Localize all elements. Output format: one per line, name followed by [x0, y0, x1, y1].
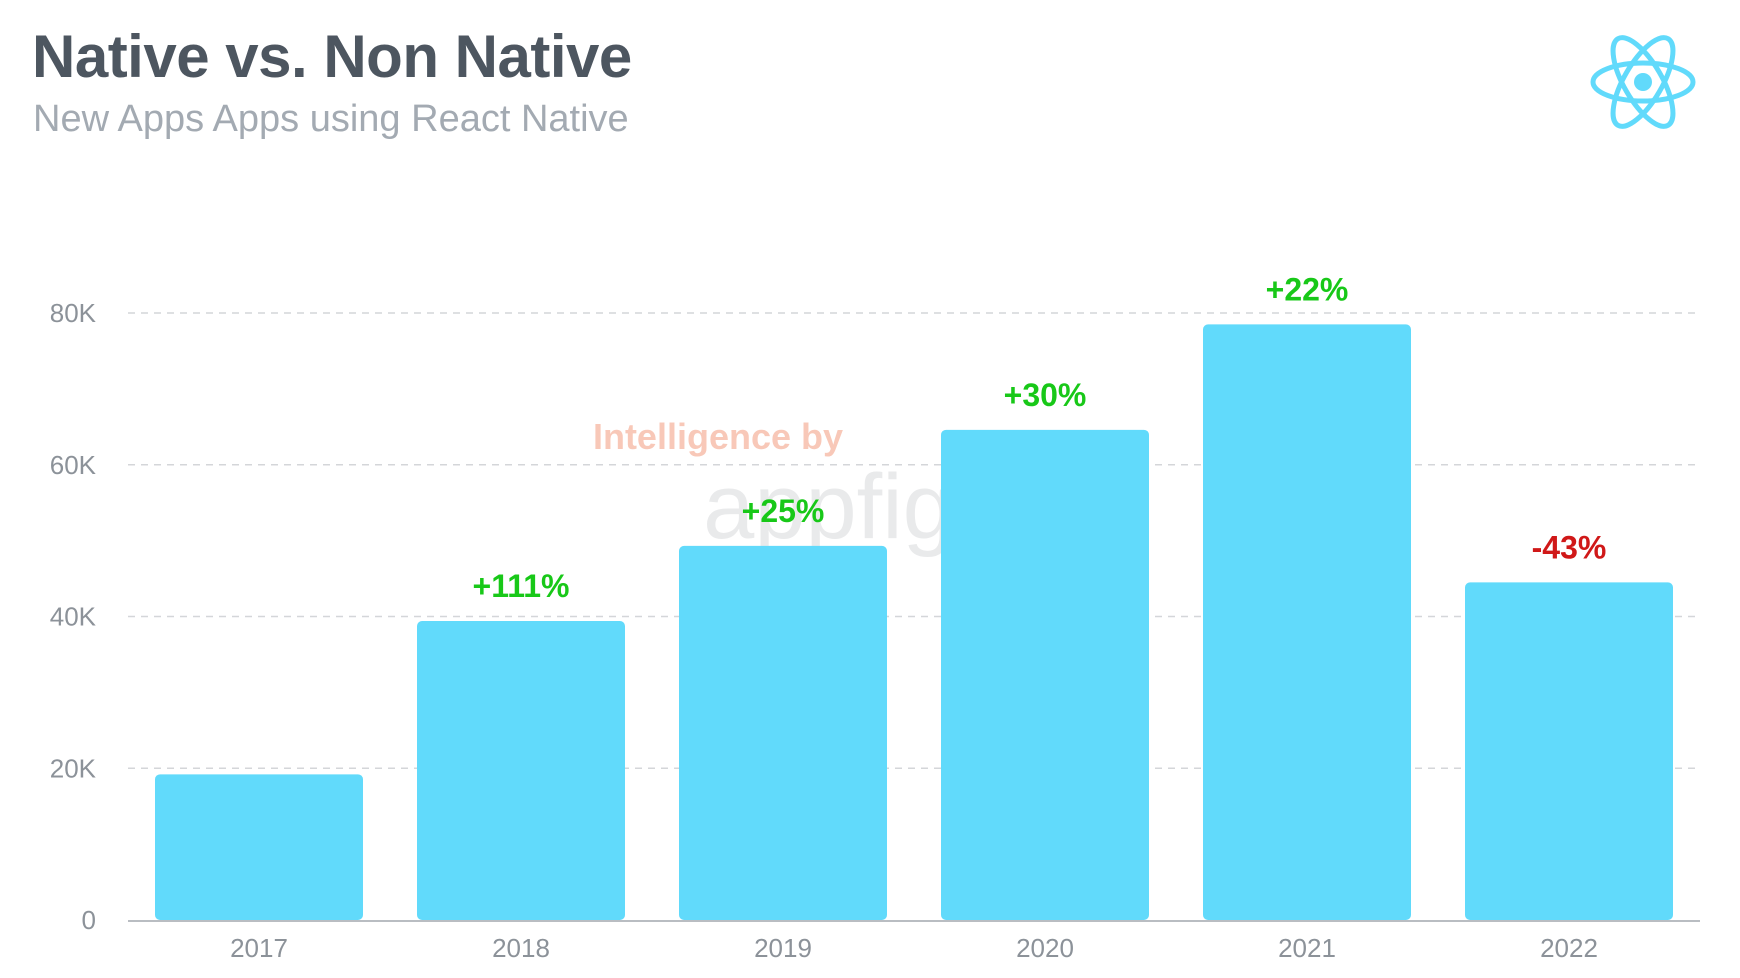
- react-logo-icon: [1590, 35, 1696, 129]
- data-label-2021: +22%: [1266, 271, 1349, 307]
- y-tick-label: 80K: [50, 298, 97, 328]
- data-label-2020: +30%: [1004, 377, 1087, 413]
- x-tick-label: 2017: [230, 933, 288, 963]
- bar-2017: [155, 774, 363, 920]
- chart-title: Native vs. Non Native: [32, 23, 632, 90]
- react-logo-orbits: [1590, 35, 1696, 129]
- x-tick-label: 2019: [754, 933, 812, 963]
- watermark-line1: Intelligence by: [593, 416, 843, 457]
- axes: 0 20K 40K 60K 80K 2017 2018 2019 2020 2021 2022: [50, 298, 1700, 963]
- y-tick-label: 0: [82, 905, 96, 935]
- bar-2021: [1203, 324, 1411, 921]
- gridlines: [128, 312, 1700, 769]
- bar-2020: [941, 429, 1149, 920]
- bar-2022: [1465, 582, 1673, 920]
- data-label-2018: +111%: [473, 568, 570, 604]
- bars: [155, 324, 1673, 921]
- x-tick-label: 2021: [1278, 933, 1336, 963]
- data-label-2022: -43%: [1532, 529, 1607, 565]
- chart-subtitle: New Apps Apps using React Native: [33, 98, 629, 140]
- x-tick-label: 2022: [1540, 933, 1598, 963]
- y-tick-label: 60K: [50, 450, 97, 480]
- y-tick-label: 20K: [50, 753, 97, 783]
- x-tick-label: 2018: [492, 933, 550, 963]
- bar-2018: [417, 621, 625, 920]
- react-logo-nucleus: [1634, 73, 1652, 91]
- data-labels: +111% +25% +30% +22% -43%: [473, 271, 1607, 604]
- bar-2019: [679, 545, 887, 920]
- y-tick-label: 40K: [50, 602, 97, 632]
- x-tick-label: 2020: [1016, 933, 1074, 963]
- data-label-2019: +25%: [742, 493, 825, 529]
